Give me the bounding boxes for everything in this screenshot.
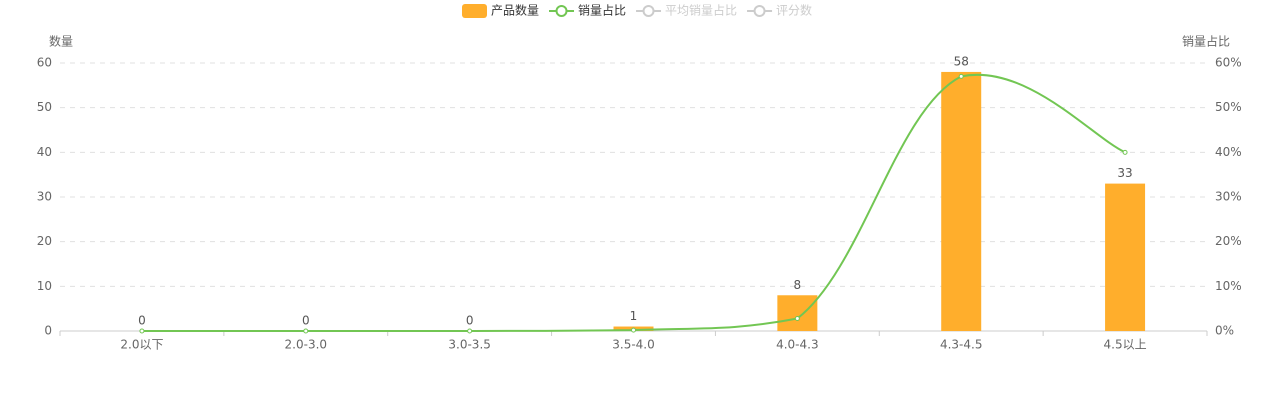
x-tick-label: 3.5-4.0 bbox=[612, 338, 655, 352]
bar-label: 0 bbox=[302, 314, 310, 328]
x-tick-label: 4.0-4.3 bbox=[776, 338, 819, 352]
bar-label: 58 bbox=[954, 54, 969, 68]
y-tick-label: 0 bbox=[44, 324, 52, 338]
bar-label: 0 bbox=[138, 314, 146, 328]
x-tick-label: 4.5以上 bbox=[1104, 338, 1147, 352]
y2-tick-label: 40% bbox=[1215, 145, 1242, 159]
legend: 产品数量 销量占比 平均销量占比 评分数 bbox=[462, 3, 812, 18]
x-tick-label: 4.3-4.5 bbox=[940, 338, 983, 352]
y-tick-label: 20 bbox=[37, 234, 52, 248]
y-axis-title: 数量 bbox=[49, 34, 73, 49]
y-tick-label: 10 bbox=[37, 279, 52, 293]
y2-tick-label: 60% bbox=[1215, 56, 1242, 70]
line-point bbox=[794, 315, 800, 321]
line-point bbox=[1122, 149, 1128, 155]
line-point bbox=[631, 327, 636, 333]
legend-symbol bbox=[753, 5, 766, 17]
legend-symbol bbox=[462, 4, 487, 18]
bar-label: 8 bbox=[794, 278, 802, 292]
legend-label: 产品数量 bbox=[491, 3, 539, 18]
bar bbox=[777, 295, 818, 331]
bar bbox=[1105, 183, 1146, 331]
y2-tick-label: 50% bbox=[1215, 100, 1242, 114]
y2-tick-label: 20% bbox=[1215, 234, 1242, 248]
y-tick-label: 40 bbox=[37, 145, 52, 159]
y2-axis-title: 销量占比 bbox=[1182, 34, 1230, 49]
y2-tick-label: 30% bbox=[1215, 190, 1242, 204]
y-tick-label: 30 bbox=[37, 190, 52, 204]
y-tick-label: 60 bbox=[37, 56, 52, 70]
line-point bbox=[467, 328, 473, 334]
legend-label: 平均销量占比 bbox=[665, 3, 737, 18]
bar-label: 0 bbox=[466, 314, 474, 328]
x-tick-label: 2.0以下 bbox=[120, 338, 163, 352]
x-tick-label: 3.0-3.5 bbox=[448, 338, 491, 352]
y-tick-label: 50 bbox=[37, 100, 52, 114]
y2-tick-label: 0% bbox=[1215, 324, 1234, 338]
legend-label: 销量占比 bbox=[578, 3, 626, 18]
legend-label: 评分数 bbox=[776, 3, 812, 18]
line-point bbox=[303, 328, 309, 334]
legend-symbol bbox=[642, 5, 655, 17]
legend-symbol bbox=[555, 5, 568, 17]
line-point bbox=[958, 73, 964, 79]
bar-label: 33 bbox=[1117, 166, 1132, 180]
line-point bbox=[139, 328, 145, 334]
bar-label: 1 bbox=[630, 309, 638, 323]
x-tick-label: 2.0-3.0 bbox=[285, 338, 328, 352]
y2-tick-label: 10% bbox=[1215, 279, 1242, 293]
bar bbox=[941, 71, 982, 331]
